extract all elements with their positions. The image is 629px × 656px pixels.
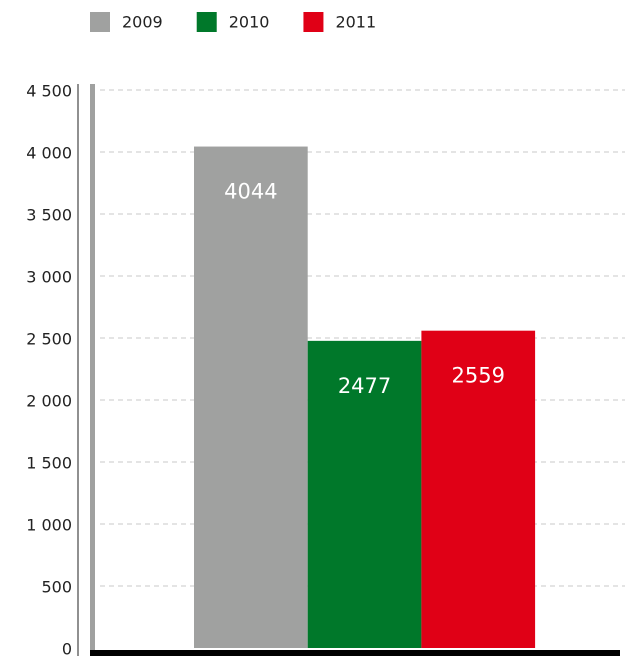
y-tick-label: 3 500 [26,206,72,225]
y-tick-label: 500 [41,578,72,597]
value-label: 2559 [452,364,505,388]
y-tick-label: 3 000 [26,268,72,287]
legend-label: 2010 [229,13,270,32]
y-tick-label: 2 000 [26,392,72,411]
value-label: 2477 [338,374,391,398]
y-tick-label: 4 500 [26,82,72,101]
legend-swatch [196,12,217,32]
y-tick-label: 2 500 [26,330,72,349]
y-tick-label: 0 [62,640,72,656]
y-tick-label: 1 500 [26,454,72,473]
baseline [90,650,620,656]
value-label: 4044 [224,180,277,204]
legend-swatch [90,12,110,32]
bar [307,340,422,648]
legend-label: 2009 [122,13,163,32]
legend-label: 2011 [335,13,376,32]
y-tick-label: 4 000 [26,144,72,163]
bar [194,146,308,648]
axis-bar [90,84,95,656]
y-tick-label: 1 000 [26,516,72,535]
bar [421,330,536,648]
legend-swatch [303,12,324,32]
